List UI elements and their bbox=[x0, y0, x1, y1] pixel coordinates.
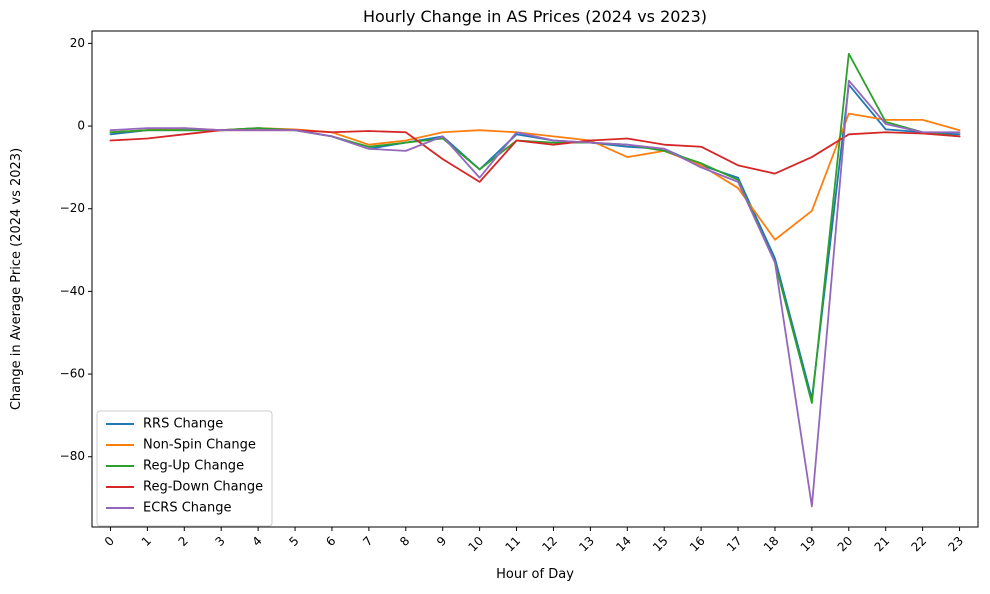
legend-label: RRS Change bbox=[143, 417, 223, 432]
x-tick-label: 21 bbox=[872, 534, 893, 555]
x-tick-label: 19 bbox=[798, 534, 819, 555]
x-tick-label: 23 bbox=[945, 534, 966, 555]
legend: RRS Change Non-Spin Change Reg-Up Change Re… bbox=[96, 410, 273, 527]
series-line-5 bbox=[109, 79, 961, 508]
legend-label: Non-Spin Change bbox=[143, 438, 256, 453]
legend-box bbox=[96, 410, 273, 527]
chart-title: Hourly Change in AS Prices (2024 vs 2023… bbox=[363, 7, 707, 26]
y-tick-label: 0 bbox=[77, 119, 85, 133]
x-tick-label: 16 bbox=[687, 534, 708, 555]
y-tick-label: −40 bbox=[60, 284, 85, 298]
plot-lines bbox=[109, 52, 961, 508]
legend-label: Reg-Down Change bbox=[143, 480, 263, 495]
x-axis-label: Hour of Day bbox=[496, 567, 574, 582]
x-tick-label: 5 bbox=[286, 534, 301, 549]
x-axis-ticks: 0 1 2 3 4 5 6 7 8 9 10 11 12 13 14 15 16 17 18 19 20 21 22 23 bbox=[102, 527, 966, 554]
x-tick-label: 9 bbox=[434, 534, 449, 549]
x-tick-label: 6 bbox=[323, 534, 338, 549]
y-tick-label: 20 bbox=[70, 36, 85, 50]
y-axis-label: Change in Average Price (2024 vs 2023) bbox=[9, 148, 24, 410]
plot-frame bbox=[91, 30, 979, 528]
legend-label: Reg-Up Change bbox=[143, 459, 244, 474]
x-tick-label: 2 bbox=[176, 534, 191, 549]
x-tick-label: 10 bbox=[466, 534, 487, 555]
x-tick-label: 1 bbox=[139, 534, 154, 549]
y-axis-ticks: 20 0 −20 −40 −60 −80 bbox=[60, 36, 92, 463]
x-tick-label: 18 bbox=[761, 534, 782, 555]
x-tick-label: 11 bbox=[502, 534, 523, 555]
x-tick-label: 12 bbox=[539, 534, 560, 555]
x-tick-label: 7 bbox=[360, 534, 375, 549]
y-tick-label: −80 bbox=[60, 449, 85, 463]
series-line-3 bbox=[109, 52, 961, 404]
x-tick-label: 8 bbox=[397, 534, 412, 549]
legend-label: ECRS Change bbox=[143, 501, 231, 516]
x-tick-label: 0 bbox=[102, 534, 117, 549]
x-tick-label: 13 bbox=[576, 534, 597, 555]
series-line-1 bbox=[109, 83, 961, 400]
x-tick-label: 15 bbox=[650, 534, 671, 555]
x-tick-label: 3 bbox=[213, 534, 228, 549]
x-tick-label: 20 bbox=[835, 534, 856, 555]
x-tick-label: 22 bbox=[909, 534, 930, 555]
y-tick-label: −60 bbox=[60, 367, 85, 381]
x-tick-label: 14 bbox=[613, 534, 634, 555]
x-tick-label: 17 bbox=[724, 534, 745, 555]
x-tick-label: 4 bbox=[249, 534, 264, 549]
y-tick-label: −20 bbox=[60, 201, 85, 215]
